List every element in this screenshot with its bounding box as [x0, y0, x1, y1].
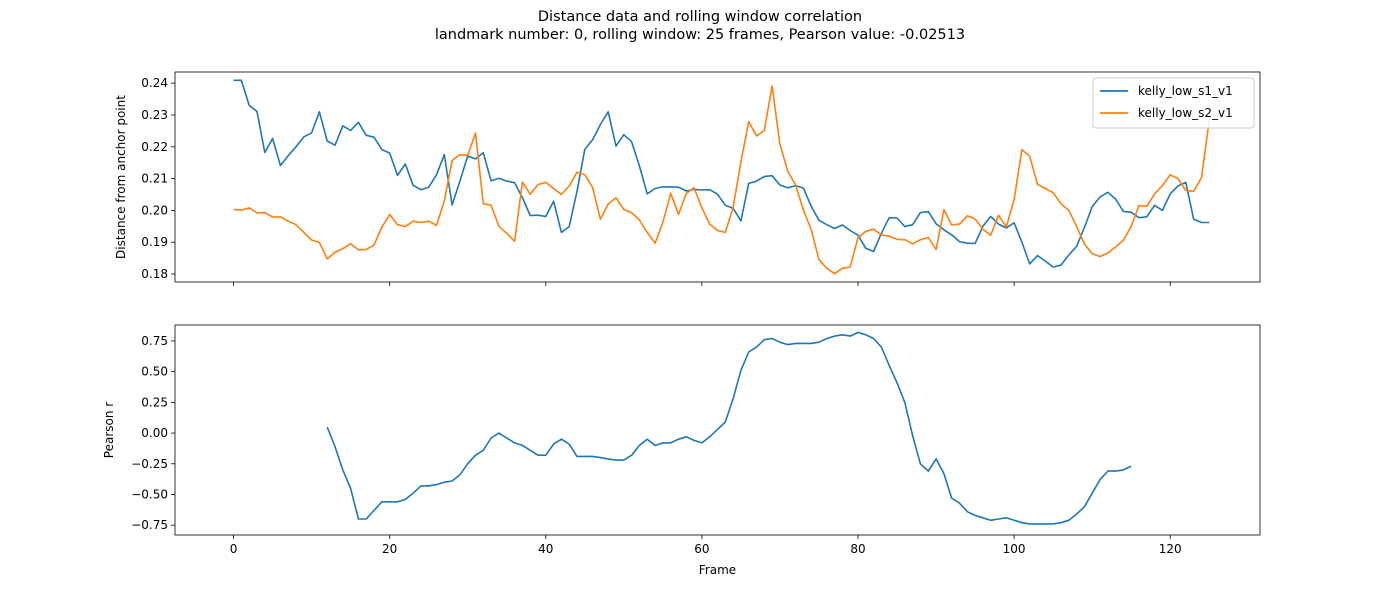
figure-title-line-1: Distance data and rolling window correla…: [537, 9, 863, 25]
x-tick-label: 40: [538, 542, 553, 556]
x-tick-label: 80: [850, 542, 865, 556]
series-line-1-0: [326, 331, 1132, 525]
y-tick-label: −0.50: [131, 487, 168, 501]
y-tick-label: −0.75: [131, 518, 168, 532]
y-tick-label: 0.75: [141, 334, 168, 348]
pearson-plot: 0 20 40 60 80 100 120 −0.75 −0.50 −0.25 0.00 0.25 0.…: [102, 324, 1261, 577]
distance-plot: 0.18 0.19 0.20 0.21 0.22 0.23 0.24 Distance fro…: [114, 71, 1261, 286]
y-tick-label: −0.25: [131, 457, 168, 471]
legend-label: kelly_low_s1_v1: [1138, 84, 1233, 98]
y-tick-label: 0.20: [141, 203, 168, 217]
y-tick-label: 0.21: [141, 172, 168, 186]
y-tick-label: 0.22: [141, 140, 168, 154]
figure-title-line-2: landmark number: 0, rolling window: 25 f…: [434, 27, 966, 43]
y-tick-label: 0.25: [141, 395, 168, 409]
x-tick-label: 60: [694, 542, 709, 556]
y-tick-label: 0.18: [141, 267, 168, 281]
axes-frame: [174, 71, 1261, 283]
y-axis-label: Distance from anchor point: [114, 95, 128, 259]
x-tick-label: 20: [382, 542, 397, 556]
legend-box: [1092, 77, 1255, 129]
y-axis-label: Pearson r: [102, 402, 116, 458]
axes-frame: [174, 324, 1261, 536]
series-line-0-0: [233, 79, 1210, 268]
y-tick-label: 0.19: [141, 235, 168, 249]
x-tick-label: 120: [1159, 542, 1182, 556]
x-tick-label: 0: [230, 542, 238, 556]
legend: kelly_low_s1_v1 kelly_low_s2_v1: [1092, 77, 1255, 129]
x-axis-label: Frame: [699, 563, 736, 577]
x-tick-label: 100: [1003, 542, 1026, 556]
y-tick-label: 0.00: [141, 426, 168, 440]
y-tick-label: 0.23: [141, 108, 168, 122]
legend-label: kelly_low_s2_v1: [1138, 106, 1233, 120]
series-line-0-1: [233, 85, 1211, 275]
y-tick-label: 0.50: [141, 365, 168, 379]
y-tick-label: 0.24: [141, 76, 168, 90]
